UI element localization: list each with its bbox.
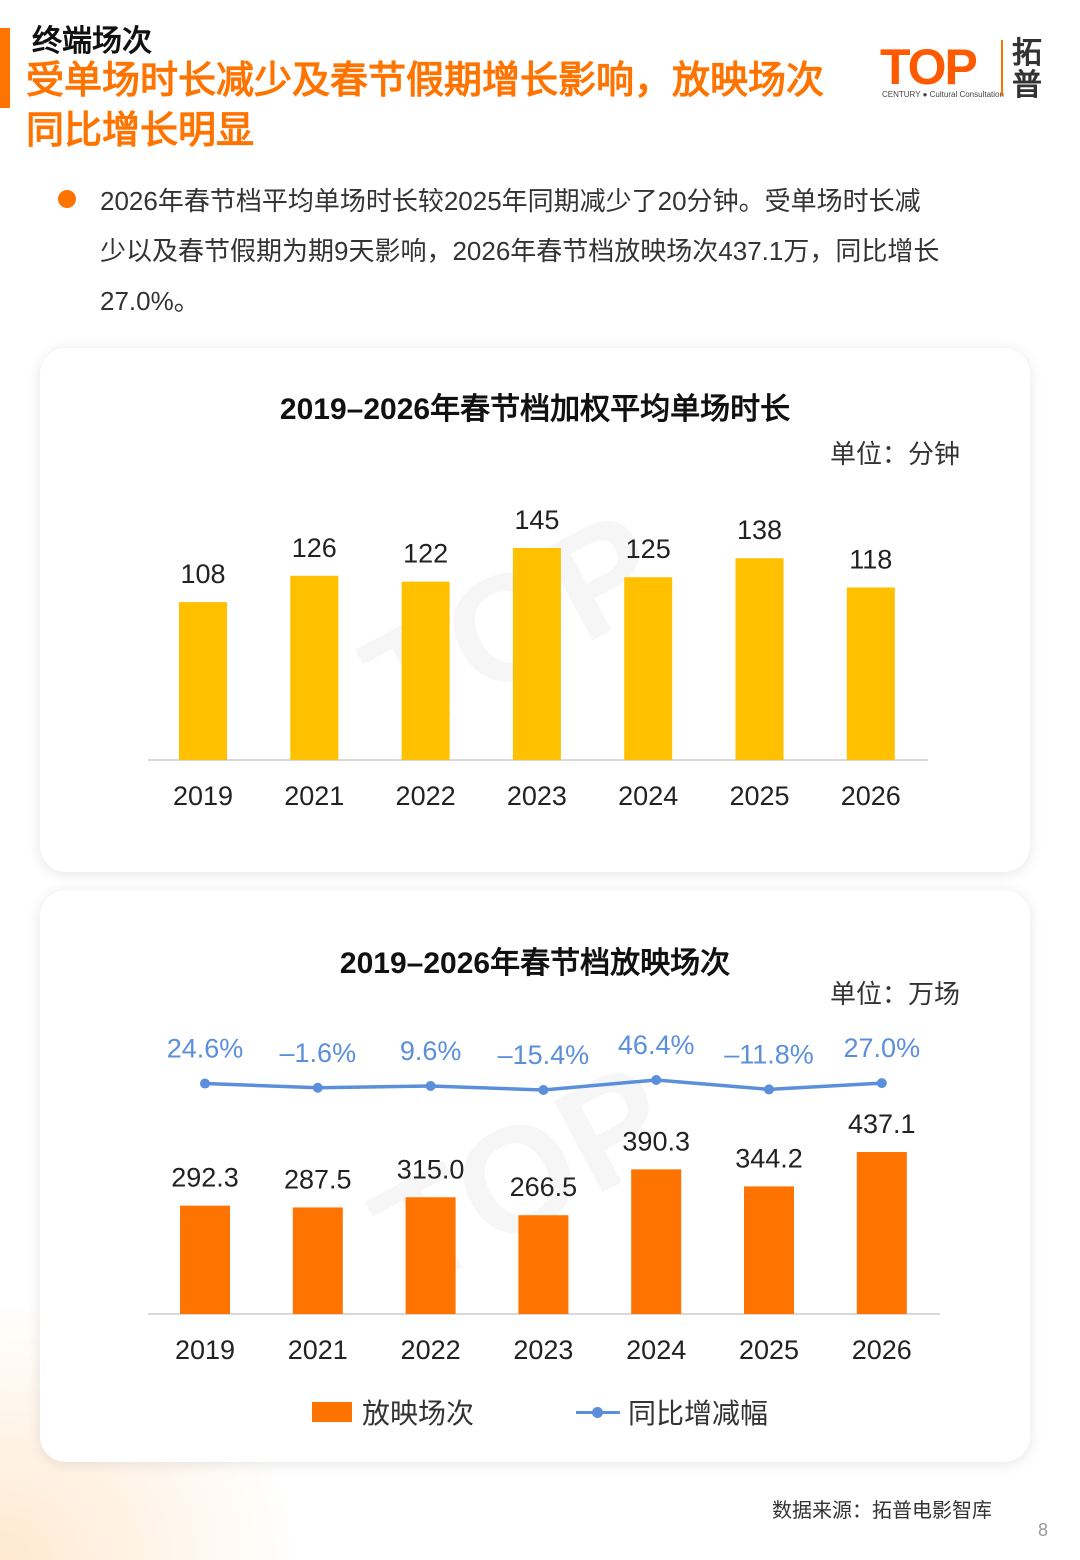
data-label: 292.3 — [171, 1163, 239, 1193]
yoy-label: –15.4% — [498, 1040, 590, 1070]
bar — [624, 577, 673, 760]
page-number: 8 — [1037, 1520, 1048, 1540]
bar — [744, 1186, 794, 1314]
bar — [518, 1215, 569, 1314]
x-tick-label: 2026 — [841, 781, 901, 811]
x-tick-label: 2023 — [507, 781, 567, 811]
duration-bar-chart: 108 2019 126 2021 122 2022 145 2023 125 2024 138 20… — [148, 505, 928, 811]
legend-bar-swatch — [312, 1402, 352, 1422]
chart-card-screenings: TOP 2019–2026年春节档放映场次 单位：万场 24.6%–1.6%9.… — [40, 890, 1030, 1462]
legend-bar-label: 放映场次 — [362, 1398, 475, 1429]
data-label: 138 — [737, 515, 782, 545]
yoy-point — [876, 1078, 887, 1089]
bar — [180, 1205, 230, 1314]
summary-line: 少以及春节假期为期9天影响，2026年春节档放映场次437.1万，同比增长 — [100, 236, 940, 266]
data-label: 126 — [292, 533, 337, 563]
yoy-point — [312, 1082, 323, 1093]
x-tick-label: 2025 — [739, 1335, 799, 1365]
yoy-label: –1.6% — [280, 1038, 357, 1068]
bar — [846, 587, 895, 760]
bar — [856, 1152, 907, 1314]
logo-wordmark: TOP — [880, 39, 978, 95]
summary-paragraph: 2026年春节档平均单场时长较2025年同期减少了20分钟。受单场时长减 少以及… — [100, 176, 1030, 326]
data-label: 266.5 — [510, 1172, 578, 1202]
data-label: 390.3 — [622, 1126, 690, 1156]
bar — [290, 575, 339, 760]
x-tick-label: 2021 — [288, 1335, 348, 1365]
section-label: 终端场次 — [32, 25, 152, 58]
chart-legend: 放映场次 同比增减幅 — [40, 1390, 1030, 1430]
yoy-point — [538, 1085, 549, 1095]
bar — [735, 558, 784, 760]
logo-divider — [1001, 40, 1003, 96]
x-tick-label: 2021 — [284, 781, 344, 811]
x-tick-label: 2026 — [852, 1335, 912, 1365]
bar — [405, 1197, 456, 1314]
yoy-label: 46.4% — [618, 1030, 695, 1060]
data-label: 344.2 — [735, 1143, 803, 1173]
data-label: 125 — [626, 534, 671, 564]
logo-chinese: 拓普 — [1012, 37, 1042, 102]
data-label: 118 — [849, 544, 892, 574]
data-label: 437.1 — [848, 1109, 916, 1139]
x-tick-label: 2023 — [513, 1335, 573, 1365]
data-label: 315.0 — [397, 1154, 465, 1184]
data-label: 287.5 — [284, 1164, 352, 1194]
bullet-icon — [58, 190, 76, 208]
yoy-point — [764, 1084, 774, 1095]
chart-title: 2019–2026年春节档放映场次 — [339, 947, 731, 980]
yoy-point — [200, 1078, 210, 1089]
bar — [631, 1169, 682, 1314]
yoy-label: 27.0% — [844, 1033, 921, 1063]
screenings-combo-chart: 24.6% –1.6% 9.6% –15.4% 46.4% –11.8% 27.0% 292.… — [148, 1030, 940, 1365]
yoy-point — [651, 1075, 662, 1085]
x-tick-label: 2024 — [626, 1335, 686, 1365]
logo-subtitle: CENTURY ● Cultural Consultation — [882, 90, 1004, 99]
x-tick-label: 2022 — [401, 1335, 461, 1365]
page-title-line2: 同比增长明显 — [26, 110, 255, 152]
bar — [512, 548, 561, 760]
yoy-label: –11.8% — [724, 1039, 814, 1069]
x-tick-label: 2019 — [175, 1335, 235, 1365]
x-tick-label: 2025 — [729, 781, 789, 811]
chart-card-duration: TOP 2019–2026年春节档加权平均单场时长 单位：分钟 10820191… — [40, 348, 1030, 872]
summary-line: 27.0%。 — [100, 286, 200, 316]
data-label: 108 — [180, 559, 225, 589]
yoy-label: 24.6% — [167, 1034, 244, 1064]
x-tick-label: 2019 — [173, 781, 233, 811]
legend-line-marker — [592, 1407, 603, 1418]
data-label: 122 — [403, 539, 448, 569]
chart-unit: 单位：分钟 — [829, 439, 960, 469]
page-title-line1: 受单场时长减少及春节假期增长影响，放映场次 — [26, 60, 825, 102]
bar — [401, 581, 450, 760]
legend-line-label: 同比增减幅 — [628, 1398, 769, 1429]
data-label: 145 — [514, 505, 559, 535]
yoy-point — [425, 1080, 436, 1091]
bar — [179, 602, 227, 760]
brand-logo: TOP CENTURY ● Cultural Consultation 拓普 — [880, 38, 1060, 104]
bar — [292, 1207, 343, 1314]
x-tick-label: 2022 — [396, 781, 456, 811]
data-source: 数据来源：拓普电影智库 — [772, 1500, 992, 1522]
section-accent-bar — [0, 28, 10, 108]
summary-line: 2026年春节档平均单场时长较2025年同期减少了20分钟。受单场时长减 — [100, 186, 921, 216]
x-tick-label: 2024 — [618, 781, 678, 811]
chart-title: 2019–2026年春节档加权平均单场时长 — [279, 393, 791, 426]
chart-unit: 单位：万场 — [829, 979, 960, 1009]
page-title: 受单场时长减少及春节假期增长影响，放映场次 同比增长明显 — [26, 56, 886, 156]
yoy-label: 9.6% — [400, 1036, 462, 1066]
